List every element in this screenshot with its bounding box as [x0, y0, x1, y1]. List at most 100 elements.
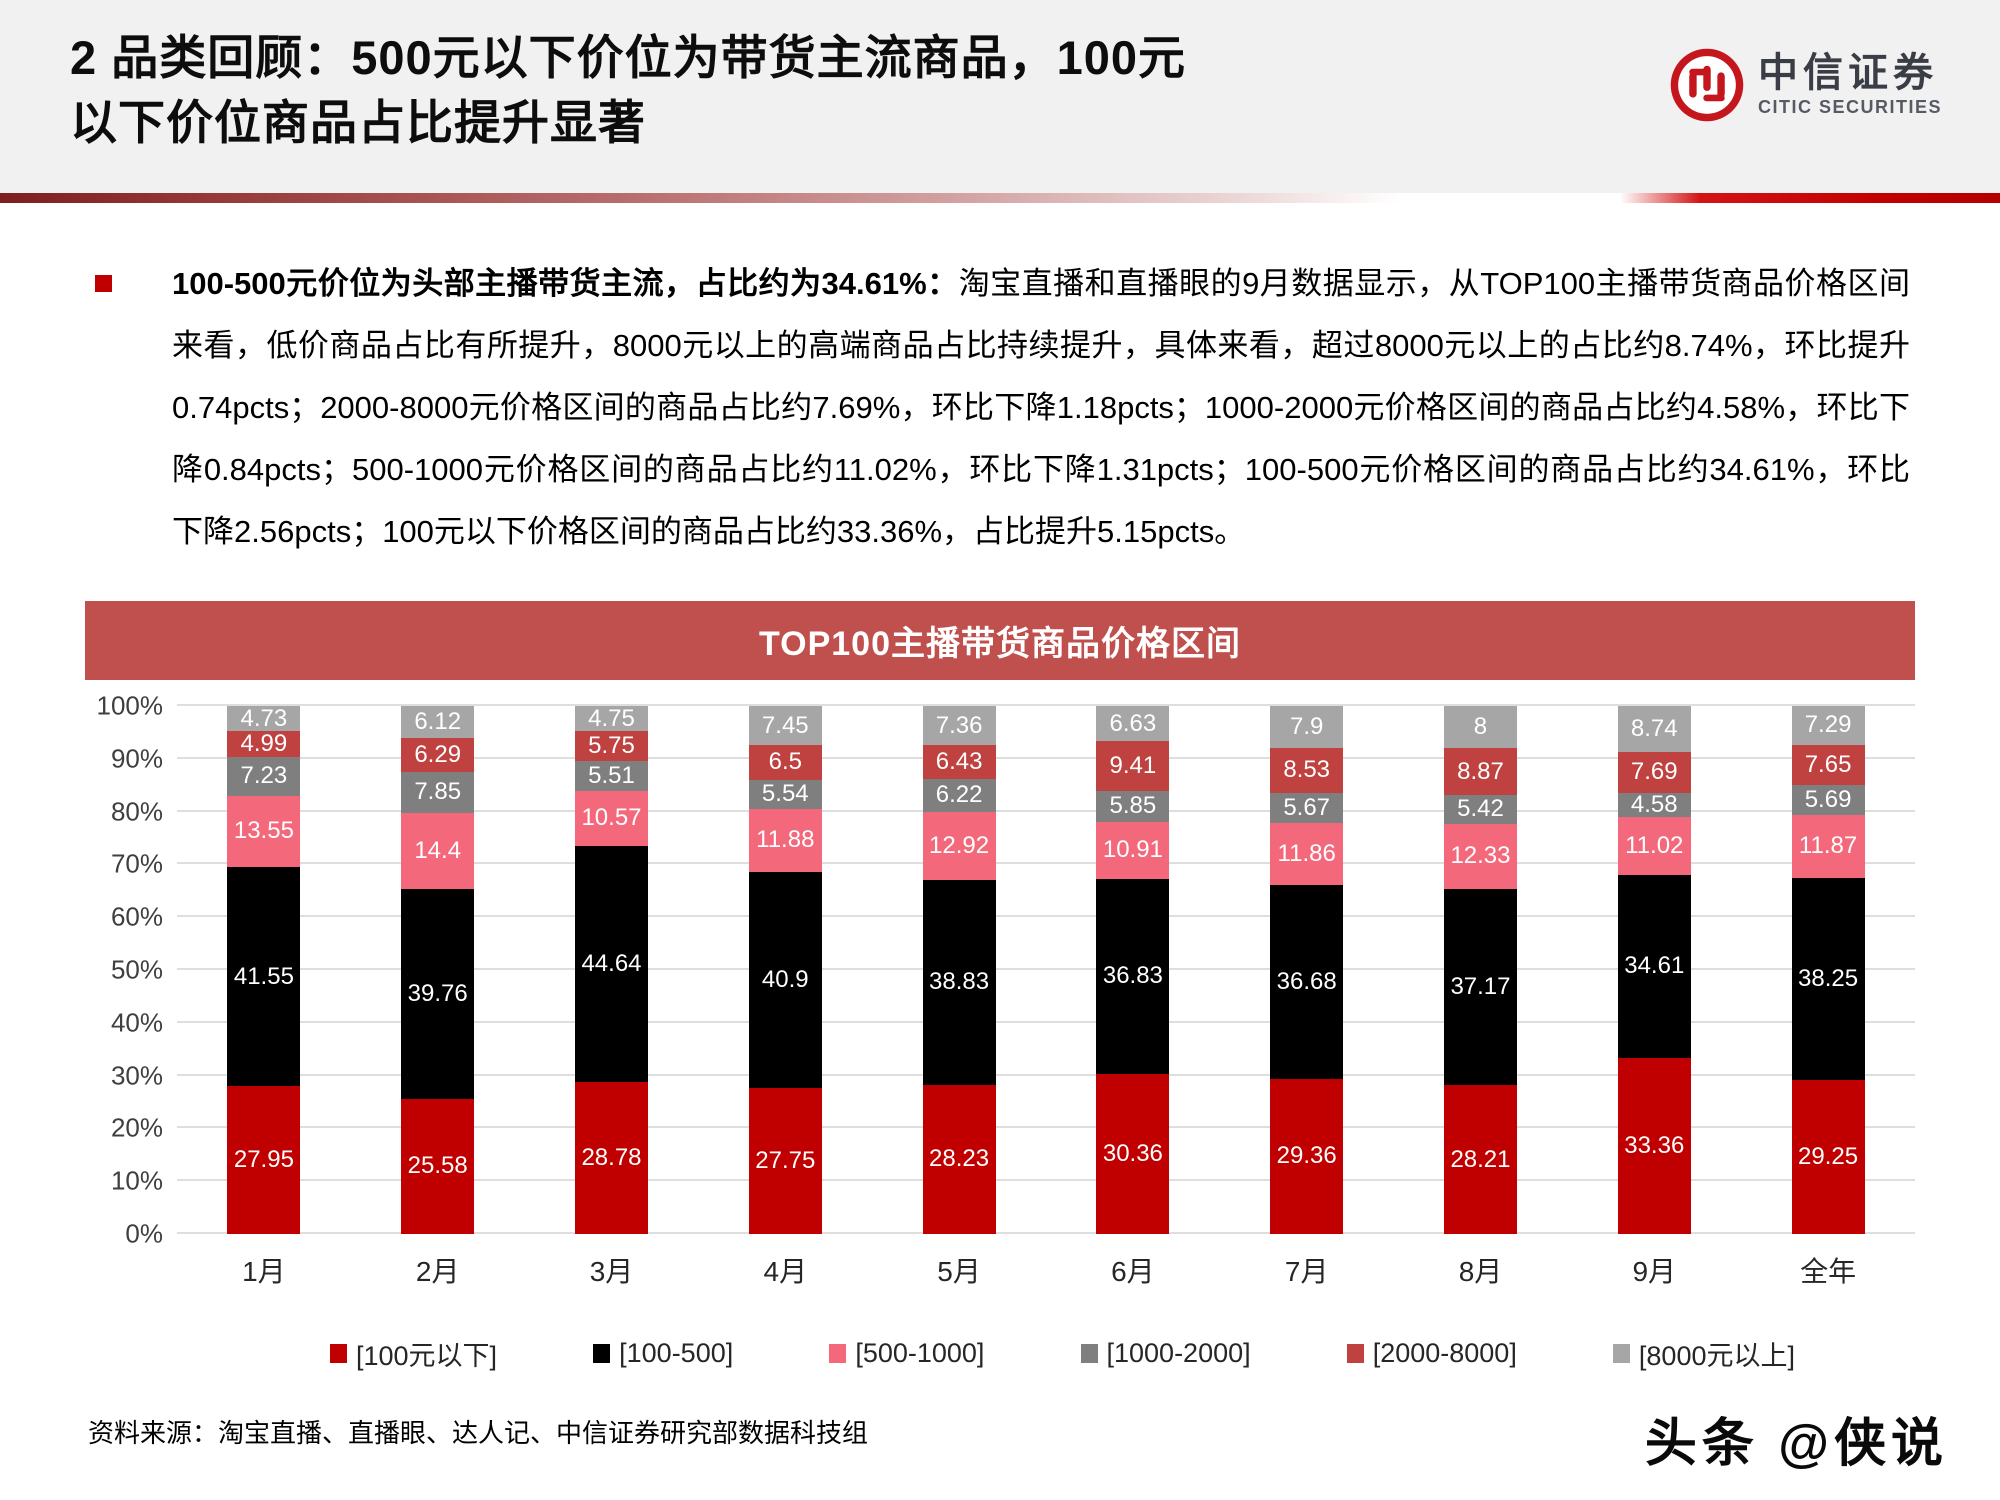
bar-value-label: 37.17	[1450, 972, 1511, 1000]
legend-label: [500-1000]	[855, 1338, 985, 1368]
bar-value-label: 33.36	[1624, 1131, 1685, 1159]
legend-item: [100-500]	[593, 1334, 733, 1373]
bar-segment: 9.41	[1096, 741, 1170, 791]
bar-segment: 28.23	[922, 1084, 996, 1234]
summary-body: 淘宝直播和直播眼的9月数据显示，从TOP100主播带货商品价格区间来看，低价商品…	[172, 266, 1910, 549]
citic-logo-en: CITIC SECURITIES	[1757, 97, 1942, 117]
bar-value-label: 25.58	[407, 1152, 468, 1180]
bar-value-label: 5.67	[1283, 793, 1331, 821]
bar-7月: 29.36 36.68 11.86 5.67 8.53 7.9	[1220, 706, 1394, 1234]
bar-segment: 8	[1443, 706, 1517, 749]
legend: [100元以下] [100-500] [500-1000] [1000-2000] [2…	[330, 1334, 1795, 1373]
x-tick-label: 3月	[589, 1256, 634, 1287]
bars: 27.95 41.55 13.55 7.23 4.99 4.73 25.58 39.76 14.…	[177, 704, 1915, 1234]
bar-全年: 29.25 38.25 11.87 5.69 7.65 7.29	[1741, 706, 1915, 1234]
bar-value-label: 28.23	[929, 1145, 990, 1173]
gridline	[177, 756, 1915, 759]
bar-segment: 6.22	[922, 778, 996, 812]
bar-value-label: 5.69	[1804, 785, 1852, 813]
bullet-square-icon	[95, 275, 112, 292]
page-title-line1: 2 品类回顾：500元以下价位为带货主流商品，100元	[70, 31, 1187, 84]
bar-value-label: 36.68	[1276, 968, 1337, 996]
bar-value-label: 7.85	[414, 778, 462, 806]
bar-value-label: 30.36	[1102, 1139, 1163, 1167]
y-tick-label: 20%	[110, 1112, 163, 1143]
bar-segment: 5.75	[575, 731, 648, 762]
bar-value-label: 29.36	[1276, 1142, 1337, 1170]
bar-value-label: 5.51	[588, 762, 635, 790]
chart-title: TOP100主播带货商品价格区间	[85, 601, 1915, 680]
bar-segment: 12.92	[922, 811, 996, 880]
bar-segment: 11.88	[748, 808, 822, 872]
bar-value-label: 27.95	[233, 1146, 294, 1174]
bar-value-label: 12.92	[929, 831, 990, 859]
bar-segment: 12.33	[1443, 823, 1517, 889]
gridline	[177, 704, 1915, 706]
legend-item: [100元以下]	[330, 1334, 497, 1373]
legend-swatch	[1080, 1344, 1098, 1363]
bar-value-label: 6.22	[935, 781, 983, 809]
bar-segment: 6.5	[748, 745, 822, 780]
y-tick-label: 40%	[110, 1007, 163, 1038]
bar-value-label: 8	[1473, 713, 1488, 741]
bar-value-label: 11.87	[1798, 832, 1858, 860]
bar-segment: 36.83	[1096, 879, 1170, 1074]
bar-segment: 7.69	[1617, 752, 1691, 793]
bar-segment: 28.21	[1443, 1085, 1517, 1234]
bar-value-label: 7.69	[1630, 758, 1678, 786]
gridline	[177, 862, 1915, 865]
bar-segment: 10.57	[575, 790, 648, 847]
bar-value-label: 38.83	[929, 968, 990, 996]
bar-value-label: 7.45	[761, 711, 809, 739]
bar-segment: 5.69	[1791, 784, 1865, 815]
y-tick-label: 90%	[110, 743, 163, 774]
bar-segment: 6.63	[1096, 706, 1170, 742]
bar-segment: 7.9	[1270, 706, 1344, 748]
citic-logo: 中信证券 CITIC SECURITIES	[1670, 48, 1942, 122]
x-tick-label: 6月	[1111, 1256, 1155, 1287]
bar-value-label: 10.57	[581, 804, 642, 832]
bar-segment: 25.58	[401, 1098, 475, 1234]
header: 2 品类回顾：500元以下价位为带货主流商品，100元 以下价位商品占比提升显著…	[0, 0, 2000, 193]
y-axis: 0% 10% 20% 30% 40% 50% 60% 70% 80% 90% 100%	[85, 691, 177, 1249]
bar-value-label: 11.86	[1277, 840, 1336, 868]
bar-segment: 6.43	[922, 744, 996, 779]
bar-value-label: 4.73	[240, 704, 288, 732]
bar-segment: 14.4	[401, 813, 475, 890]
bar-6月: 30.36 36.83 10.91 5.85 9.41 6.63	[1046, 706, 1220, 1234]
bar-segment: 8.87	[1443, 748, 1517, 796]
legend-label: [100元以下]	[356, 1341, 498, 1371]
x-axis: 1月 2月 3月 4月 5月 6月 7月 8月 9月 全年	[177, 1250, 1915, 1290]
x-tick-label: 7月	[1284, 1256, 1329, 1287]
bar-segment: 8.53	[1270, 747, 1344, 793]
bar-segment: 27.75	[748, 1087, 822, 1234]
legend-swatch	[1612, 1344, 1630, 1363]
bar-segment: 7.23	[227, 757, 301, 796]
bar-segment: 39.76	[401, 889, 475, 1099]
bar-segment: 6.29	[401, 738, 475, 772]
bar-9月: 33.36 34.61 11.02 4.58 7.69 8.74	[1567, 706, 1741, 1234]
legend-label: [2000-8000]	[1372, 1338, 1517, 1368]
bar-value-label: 7.65	[1804, 750, 1852, 778]
gridline	[177, 1232, 1915, 1234]
summary-lead: 100-500元价位为头部主播带货主流，占比约为34.61%：	[172, 266, 959, 301]
bar-3月: 28.78 44.64 10.57 5.51 5.75 4.75	[525, 704, 699, 1234]
y-tick-label: 60%	[110, 901, 163, 932]
bar-segment: 4.75	[575, 704, 648, 732]
bar-value-label: 28.78	[581, 1144, 642, 1172]
x-tick-label: 8月	[1458, 1256, 1503, 1287]
x-tick-label: 5月	[937, 1256, 981, 1287]
y-tick-label: 50%	[110, 954, 163, 985]
bar-value-label: 44.64	[581, 950, 642, 978]
bar-value-label: 7.23	[240, 762, 288, 790]
gridline	[177, 915, 1915, 918]
bar-segment: 5.54	[748, 779, 822, 809]
plot-area: 27.95 41.55 13.55 7.23 4.99 4.73 25.58 39.76 14.…	[177, 704, 1915, 1234]
bar-value-label: 4.75	[588, 704, 635, 732]
bar-value-label: 9.41	[1109, 751, 1157, 779]
bar-value-label: 5.54	[761, 780, 809, 808]
bar-value-label: 10.91	[1102, 836, 1163, 864]
bar-value-label: 7.29	[1804, 711, 1852, 739]
y-tick-label: 80%	[110, 796, 163, 827]
bar-segment: 33.36	[1617, 1057, 1691, 1234]
